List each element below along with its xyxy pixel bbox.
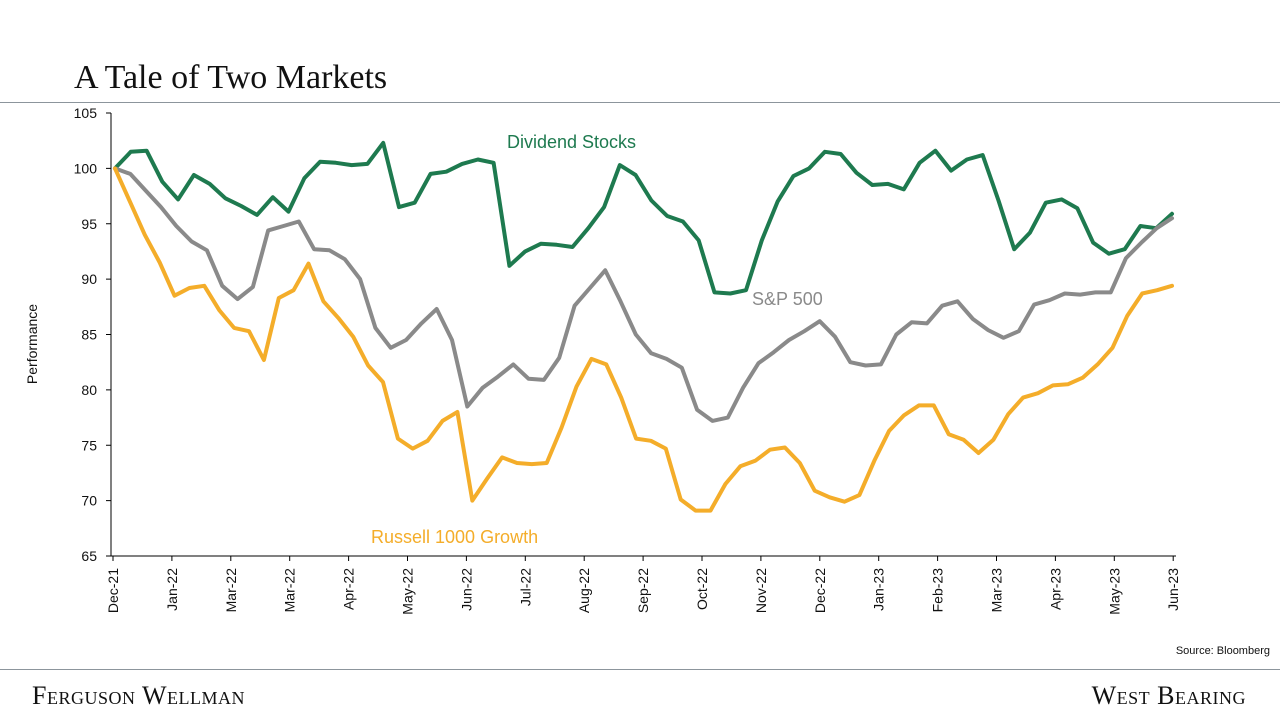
y-axis-ticks: 65 70 75 80 85 90 95 100 105 (74, 105, 111, 564)
y-tick-label: 70 (81, 493, 97, 509)
x-tick-label: Feb-23 (930, 568, 946, 613)
x-tick-label: Sep-22 (635, 568, 651, 613)
series-label-s-p-500: S&P 500 (752, 289, 823, 309)
page-title: A Tale of Two Markets (74, 59, 388, 96)
x-tick-label: Mar-22 (223, 568, 239, 613)
x-tick-label: Nov-22 (753, 568, 769, 613)
brand-ferguson-wellman: Ferguson Wellman (32, 681, 246, 710)
x-tick-label: Apr-22 (341, 568, 357, 610)
y-tick-label: 95 (81, 216, 97, 232)
footer-divider (0, 669, 1280, 670)
series-line-russell-1000-growth (113, 166, 1174, 513)
y-tick-label: 65 (81, 548, 97, 564)
x-tick-label: May-22 (400, 568, 416, 615)
y-tick-label: 100 (74, 160, 98, 176)
y-tick-label: 80 (81, 382, 97, 398)
x-tick-label: Dec-21 (105, 568, 121, 613)
x-tick-label: Mar-23 (989, 568, 1005, 613)
series-labels: Dividend Stocks S&P 500 Russell 1000 Growt… (371, 132, 823, 547)
x-tick-label: Mar-22 (282, 568, 298, 613)
source-note: Source: Bloomberg (1175, 645, 1270, 657)
x-tick-label: May-23 (1106, 568, 1122, 615)
y-tick-label: 90 (81, 271, 97, 287)
x-tick-label: Jan-23 (871, 568, 887, 611)
y-tick-label: 85 (81, 327, 97, 343)
brand-west-bearing: West Bearing (1091, 681, 1246, 710)
x-tick-label: Jan-22 (164, 568, 180, 611)
y-tick-label: 75 (81, 437, 97, 453)
series-label-dividend-stocks: Dividend Stocks (507, 132, 636, 152)
x-tick-label: Aug-22 (576, 568, 592, 613)
x-axis-ticks: Dec-21 Jan-22 Mar-22 Mar-22 Apr-22 May-22 Jun-… (105, 556, 1181, 615)
x-tick-label: Apr-23 (1047, 568, 1063, 610)
series-line-dividend-stocks (113, 140, 1174, 296)
series-label-russell-1000-growth: Russell 1000 Growth (371, 527, 538, 547)
header-divider (0, 102, 1280, 103)
x-tick-label: Oct-22 (694, 568, 710, 610)
x-tick-label: Jun-23 (1165, 568, 1181, 611)
series-lines (113, 140, 1174, 513)
y-axis-label: Performance (24, 304, 40, 384)
x-tick-label: Jul-22 (517, 568, 533, 606)
series-line-s-p-500 (113, 166, 1174, 423)
x-tick-label: Dec-22 (812, 568, 828, 613)
y-tick-label: 105 (74, 105, 98, 121)
x-tick-label: Jun-22 (458, 568, 474, 611)
